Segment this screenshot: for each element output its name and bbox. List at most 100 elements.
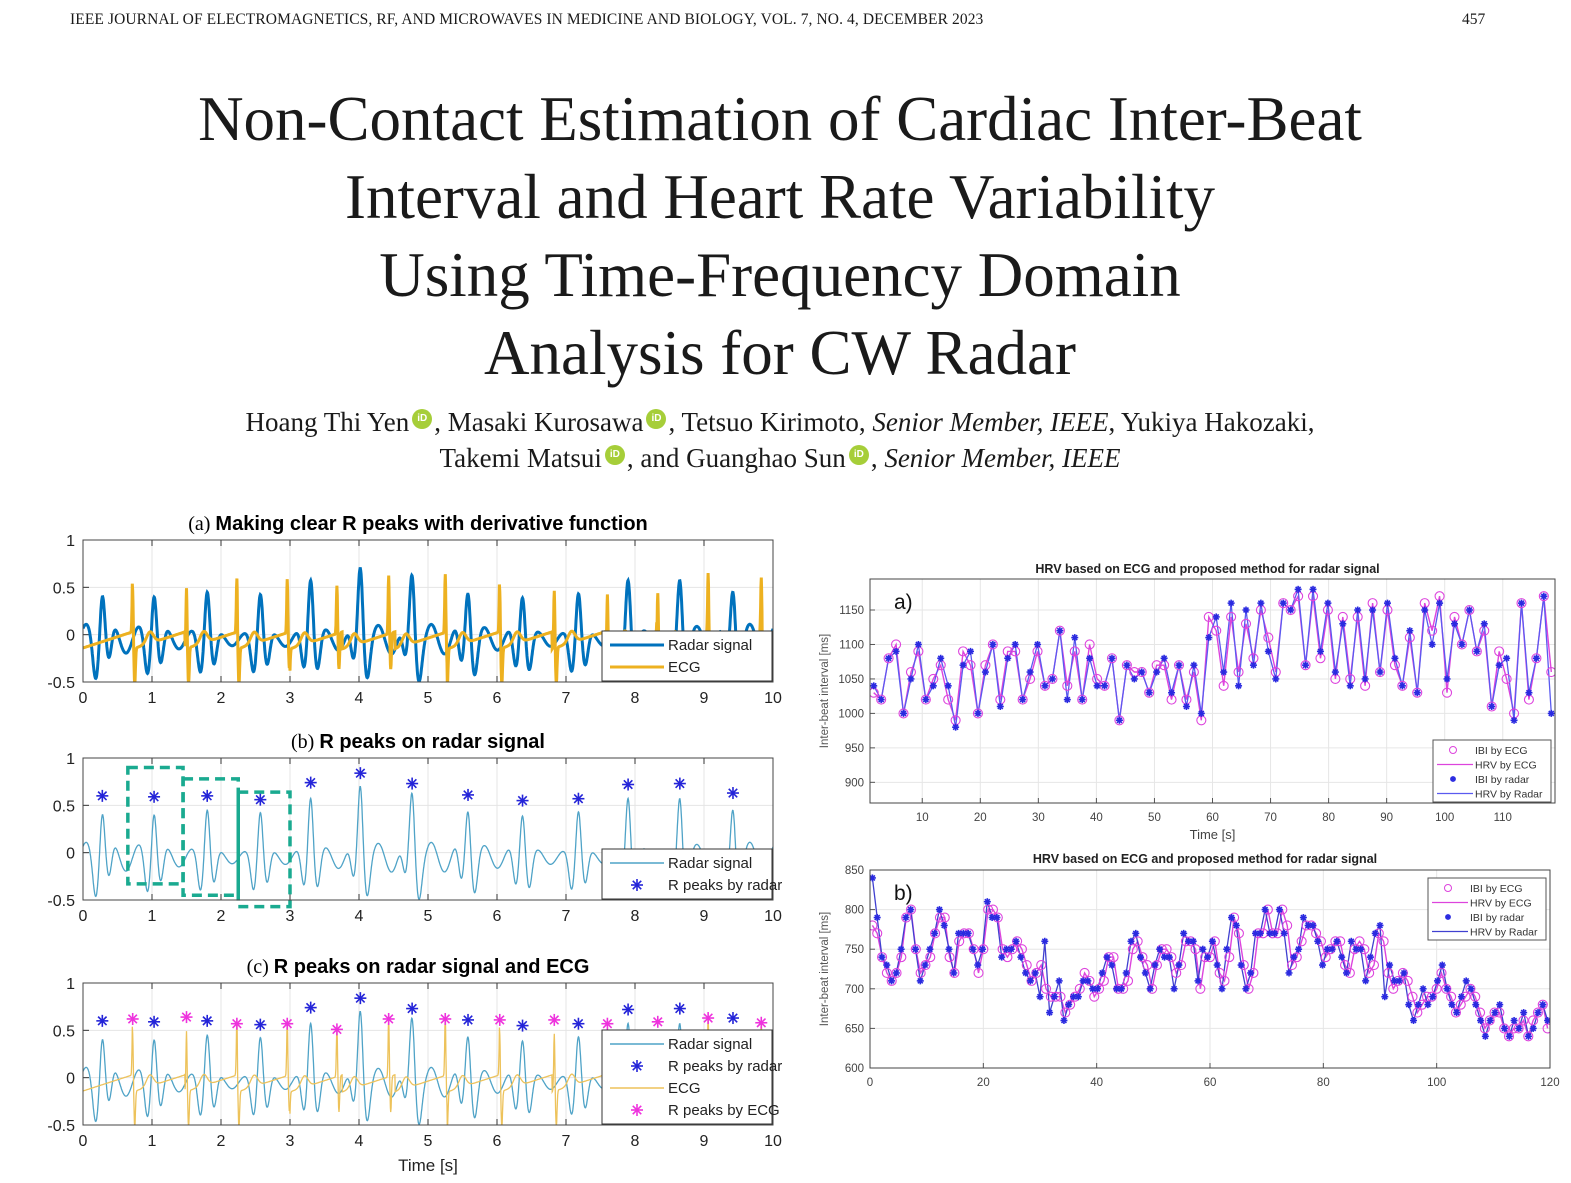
ibi-ecg-marker (1195, 983, 1206, 994)
ibi-radar-marker (1319, 961, 1327, 969)
ibi-radar-marker (1227, 599, 1235, 607)
ibi-radar-marker (1182, 703, 1190, 711)
ibi-radar-marker (1331, 668, 1339, 676)
y-tick-label: 950 (845, 743, 864, 755)
ibi-ecg-marker (1489, 1007, 1500, 1018)
legend-box (601, 630, 773, 682)
ibi-ecg-marker (1282, 920, 1293, 931)
r-peak-radar-marker (726, 1012, 739, 1025)
ibi-radar-marker (1086, 654, 1094, 662)
legend-label: HRV by ECG (1470, 898, 1532, 910)
ibi-radar-marker (1208, 937, 1216, 945)
y-tick-label: 600 (845, 1063, 864, 1075)
x-tick-label: 100 (1427, 1077, 1446, 1089)
ibi-ecg-marker (1494, 646, 1505, 657)
legend-marker-icon (631, 1060, 643, 1072)
ibi-radar-marker (1488, 703, 1496, 711)
ibi-ecg-marker (943, 694, 954, 705)
ibi-radar-marker (1534, 1009, 1542, 1017)
orcid-icon[interactable]: iD (646, 409, 667, 429)
legend-asterisk-icon (1450, 776, 1456, 782)
ibi-radar-marker (1544, 1016, 1550, 1024)
r-peak-radar-marker (673, 777, 686, 790)
author-line: Hoang Thi Yen iD, Masaki Kurosawa iD, Tets… (245, 407, 1315, 437)
ibi-radar-marker (878, 953, 886, 961)
orcid-icon[interactable]: iD (848, 445, 869, 465)
chart-title: HRV based on ECG and proposed method for… (1033, 852, 1377, 866)
r-peak-radar-marker (254, 793, 267, 806)
chart-title-prefix: (a) (188, 513, 215, 535)
ibi-radar-marker (1371, 929, 1379, 937)
ibi-radar-marker (1316, 647, 1324, 655)
x-tick-label: 2 (217, 908, 226, 925)
legend-label: IBI by radar (1470, 912, 1525, 924)
ibi-radar-marker (1065, 1001, 1073, 1009)
ibi-ecg-marker (1069, 646, 1080, 657)
ibi-radar-marker (1410, 1016, 1418, 1024)
ibi-radar-marker (1050, 993, 1058, 1001)
ibi-radar-marker (1251, 929, 1259, 937)
ibi-radar-marker (1532, 654, 1540, 662)
ibi-radar-marker (1017, 953, 1025, 961)
ibi-radar-marker (1501, 1024, 1509, 1032)
x-tick-label: 7 (562, 1133, 571, 1150)
ibi-radar-marker (1026, 668, 1034, 676)
ibi-ecg-marker (1471, 646, 1482, 657)
ibi-radar-marker (1395, 977, 1403, 985)
orcid-icon[interactable]: iD (412, 409, 433, 429)
axes-box (869, 578, 1556, 804)
ibi-radar-marker (914, 640, 922, 648)
legend-label: IBI by ECG (1470, 883, 1523, 895)
ibi-radar-marker (974, 709, 982, 717)
ibi-ecg-marker (1040, 983, 1052, 994)
axes-box (869, 869, 1551, 1069)
x-tick-label: 8 (631, 908, 640, 925)
ibi-radar-marker (1486, 1016, 1494, 1024)
ibi-ecg-marker (1114, 715, 1125, 726)
ibi-ecg-marker (930, 928, 941, 939)
ibi-ecg-marker (1240, 618, 1252, 629)
ibi-radar-marker (1294, 585, 1302, 593)
r-peak-radar-marker (201, 789, 214, 802)
title-line: Analysis for CW Radar (484, 318, 1076, 388)
ibi-radar-marker (1333, 937, 1341, 945)
x-tick-label: 60 (1204, 1077, 1217, 1089)
chart-title-prefix: (c) (247, 956, 274, 978)
ibi-radar-marker (1540, 592, 1548, 600)
ibi-radar-marker (1093, 985, 1101, 993)
ibi-ecg-marker (1278, 598, 1289, 609)
ibi-radar-marker (1386, 961, 1394, 969)
r-peak-radar-marker (96, 789, 109, 802)
x-tick-label: 7 (562, 690, 571, 707)
ibi-radar-marker (1093, 682, 1101, 690)
ibi-radar-marker (1084, 977, 1092, 985)
ibi-ecg-marker (910, 944, 921, 955)
legend-label: Radar signal (668, 637, 752, 654)
ibi-ecg-marker (886, 975, 897, 986)
orcid-icon[interactable]: iD (604, 445, 625, 465)
ibi-ecg-marker (1378, 936, 1389, 947)
ibi-radar-marker (1055, 977, 1063, 985)
y-tick-label: 0 (66, 1071, 75, 1088)
ibi-radar-marker (1079, 977, 1087, 985)
ibi-ecg-marker (1412, 1007, 1423, 1018)
legend-circle-icon (1444, 884, 1452, 892)
chart-title-text: R peaks on radar signal (319, 731, 545, 753)
ibi-radar-marker (1465, 606, 1473, 614)
ibi-radar-marker (1031, 969, 1039, 977)
panel-label: a) (894, 591, 913, 614)
ibi-ecg-marker (1144, 687, 1155, 698)
y-tick-label: 1 (66, 533, 75, 550)
ibi-radar-marker (959, 661, 967, 669)
ibi-radar-marker (1458, 640, 1466, 648)
ibi-radar-marker (1406, 627, 1414, 635)
x-tick-label: 8 (631, 690, 640, 707)
r-peak-radar-marker (254, 1018, 267, 1031)
ibi-ecg-marker (1077, 694, 1088, 705)
ibi-radar-marker (1070, 993, 1078, 1001)
ibi-ecg-marker (1173, 660, 1185, 671)
ibi-ecg-marker (1021, 959, 1032, 971)
ibi-radar-marker (1184, 937, 1192, 945)
r-peak-ecg-marker (281, 1017, 294, 1030)
ibi-ecg-marker (1062, 680, 1073, 691)
